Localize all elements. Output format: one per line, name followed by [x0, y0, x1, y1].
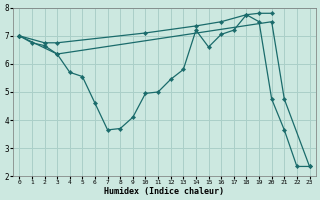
X-axis label: Humidex (Indice chaleur): Humidex (Indice chaleur) — [104, 187, 224, 196]
